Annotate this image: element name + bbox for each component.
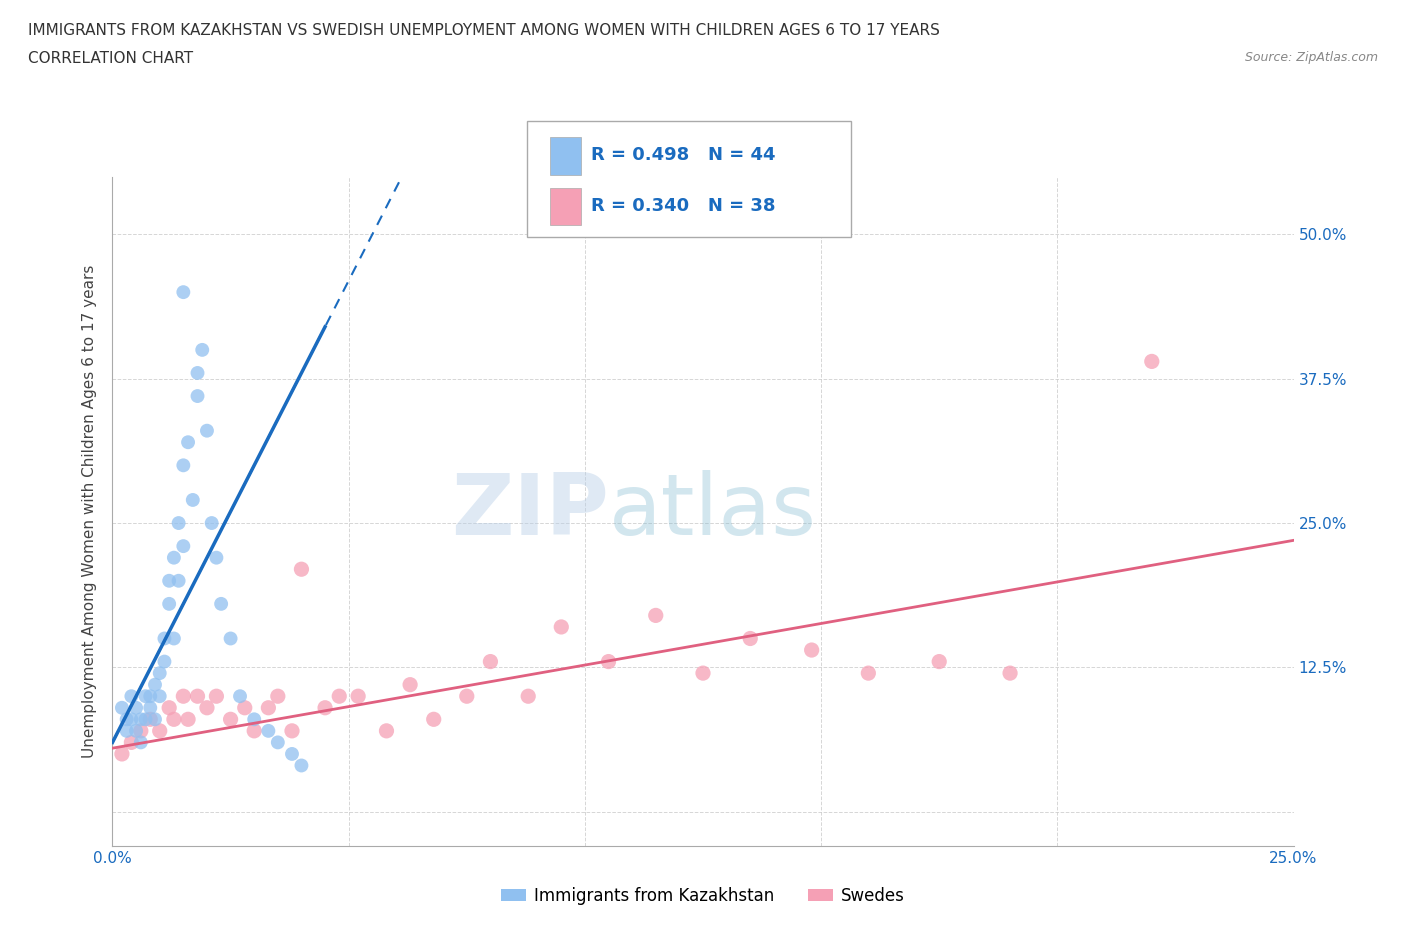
Point (243, 711, 266, 726)
Point (163, 711, 186, 726)
Point (195, 700, 218, 715)
Point (257, 700, 280, 715)
Point (149, 689, 172, 704)
Point (157, 596, 180, 611)
Text: R = 0.498   N = 44: R = 0.498 N = 44 (591, 147, 775, 165)
Point (257, 724, 280, 738)
Point (928, 654, 950, 669)
Point (267, 689, 290, 704)
Point (149, 724, 172, 738)
Point (172, 538, 194, 553)
Text: Source: ZipAtlas.com: Source: ZipAtlas.com (1244, 51, 1378, 64)
Point (243, 724, 266, 738)
Point (172, 689, 194, 704)
Point (111, 747, 134, 762)
Point (233, 700, 256, 715)
Point (157, 573, 180, 588)
Point (281, 747, 304, 762)
Point (195, 423, 218, 438)
Point (800, 643, 823, 658)
Point (314, 700, 336, 715)
Point (143, 711, 166, 726)
Point (177, 711, 200, 726)
Point (157, 700, 180, 715)
Point (347, 689, 370, 704)
Point (125, 724, 148, 738)
Point (139, 689, 162, 704)
Point (281, 724, 304, 738)
Point (267, 735, 290, 750)
Point (998, 666, 1021, 681)
Point (135, 689, 157, 704)
Point (129, 735, 152, 750)
Point (290, 562, 312, 577)
Point (125, 700, 148, 715)
Point (479, 654, 502, 669)
Point (120, 689, 142, 704)
Point (1140, 354, 1163, 369)
Point (115, 711, 138, 726)
Point (456, 689, 478, 704)
Point (167, 573, 190, 588)
Point (153, 654, 176, 669)
Legend: Immigrants from Kazakhstan, Swedes: Immigrants from Kazakhstan, Swedes (495, 881, 911, 911)
Point (290, 758, 312, 773)
Point (177, 435, 200, 450)
Point (181, 493, 204, 508)
Point (598, 654, 620, 669)
Point (139, 700, 162, 715)
Text: atlas: atlas (609, 470, 817, 553)
Point (399, 677, 422, 692)
Point (201, 515, 224, 530)
Text: ZIP: ZIP (451, 470, 609, 553)
Point (517, 689, 540, 704)
Point (205, 551, 228, 565)
Point (219, 711, 242, 726)
Point (135, 711, 157, 726)
Point (858, 666, 880, 681)
Point (120, 711, 142, 726)
Point (219, 631, 242, 646)
Point (163, 631, 186, 646)
Point (692, 666, 714, 681)
Point (191, 342, 214, 357)
Point (229, 689, 252, 704)
Point (550, 619, 572, 634)
Text: R = 0.340   N = 38: R = 0.340 N = 38 (591, 197, 775, 215)
Point (172, 285, 194, 299)
Point (143, 677, 166, 692)
Point (115, 724, 138, 738)
Point (129, 711, 152, 726)
Point (167, 515, 190, 530)
Point (153, 631, 176, 646)
Point (163, 551, 186, 565)
Y-axis label: Unemployment Among Women with Children Ages 6 to 17 years: Unemployment Among Women with Children A… (82, 265, 97, 758)
Point (209, 596, 232, 611)
Point (139, 711, 162, 726)
Point (205, 689, 228, 704)
Text: CORRELATION CHART: CORRELATION CHART (28, 51, 193, 66)
Point (740, 631, 762, 646)
Point (186, 365, 208, 380)
Point (644, 608, 666, 623)
Point (186, 389, 208, 404)
Point (111, 700, 134, 715)
Text: IMMIGRANTS FROM KAZAKHSTAN VS SWEDISH UNEMPLOYMENT AMONG WOMEN WITH CHILDREN AGE: IMMIGRANTS FROM KAZAKHSTAN VS SWEDISH UN… (28, 23, 941, 38)
Point (422, 711, 444, 726)
Point (328, 689, 350, 704)
Point (120, 735, 142, 750)
Point (129, 724, 152, 738)
Point (186, 689, 208, 704)
Point (172, 458, 194, 472)
Point (375, 724, 398, 738)
Point (149, 666, 172, 681)
